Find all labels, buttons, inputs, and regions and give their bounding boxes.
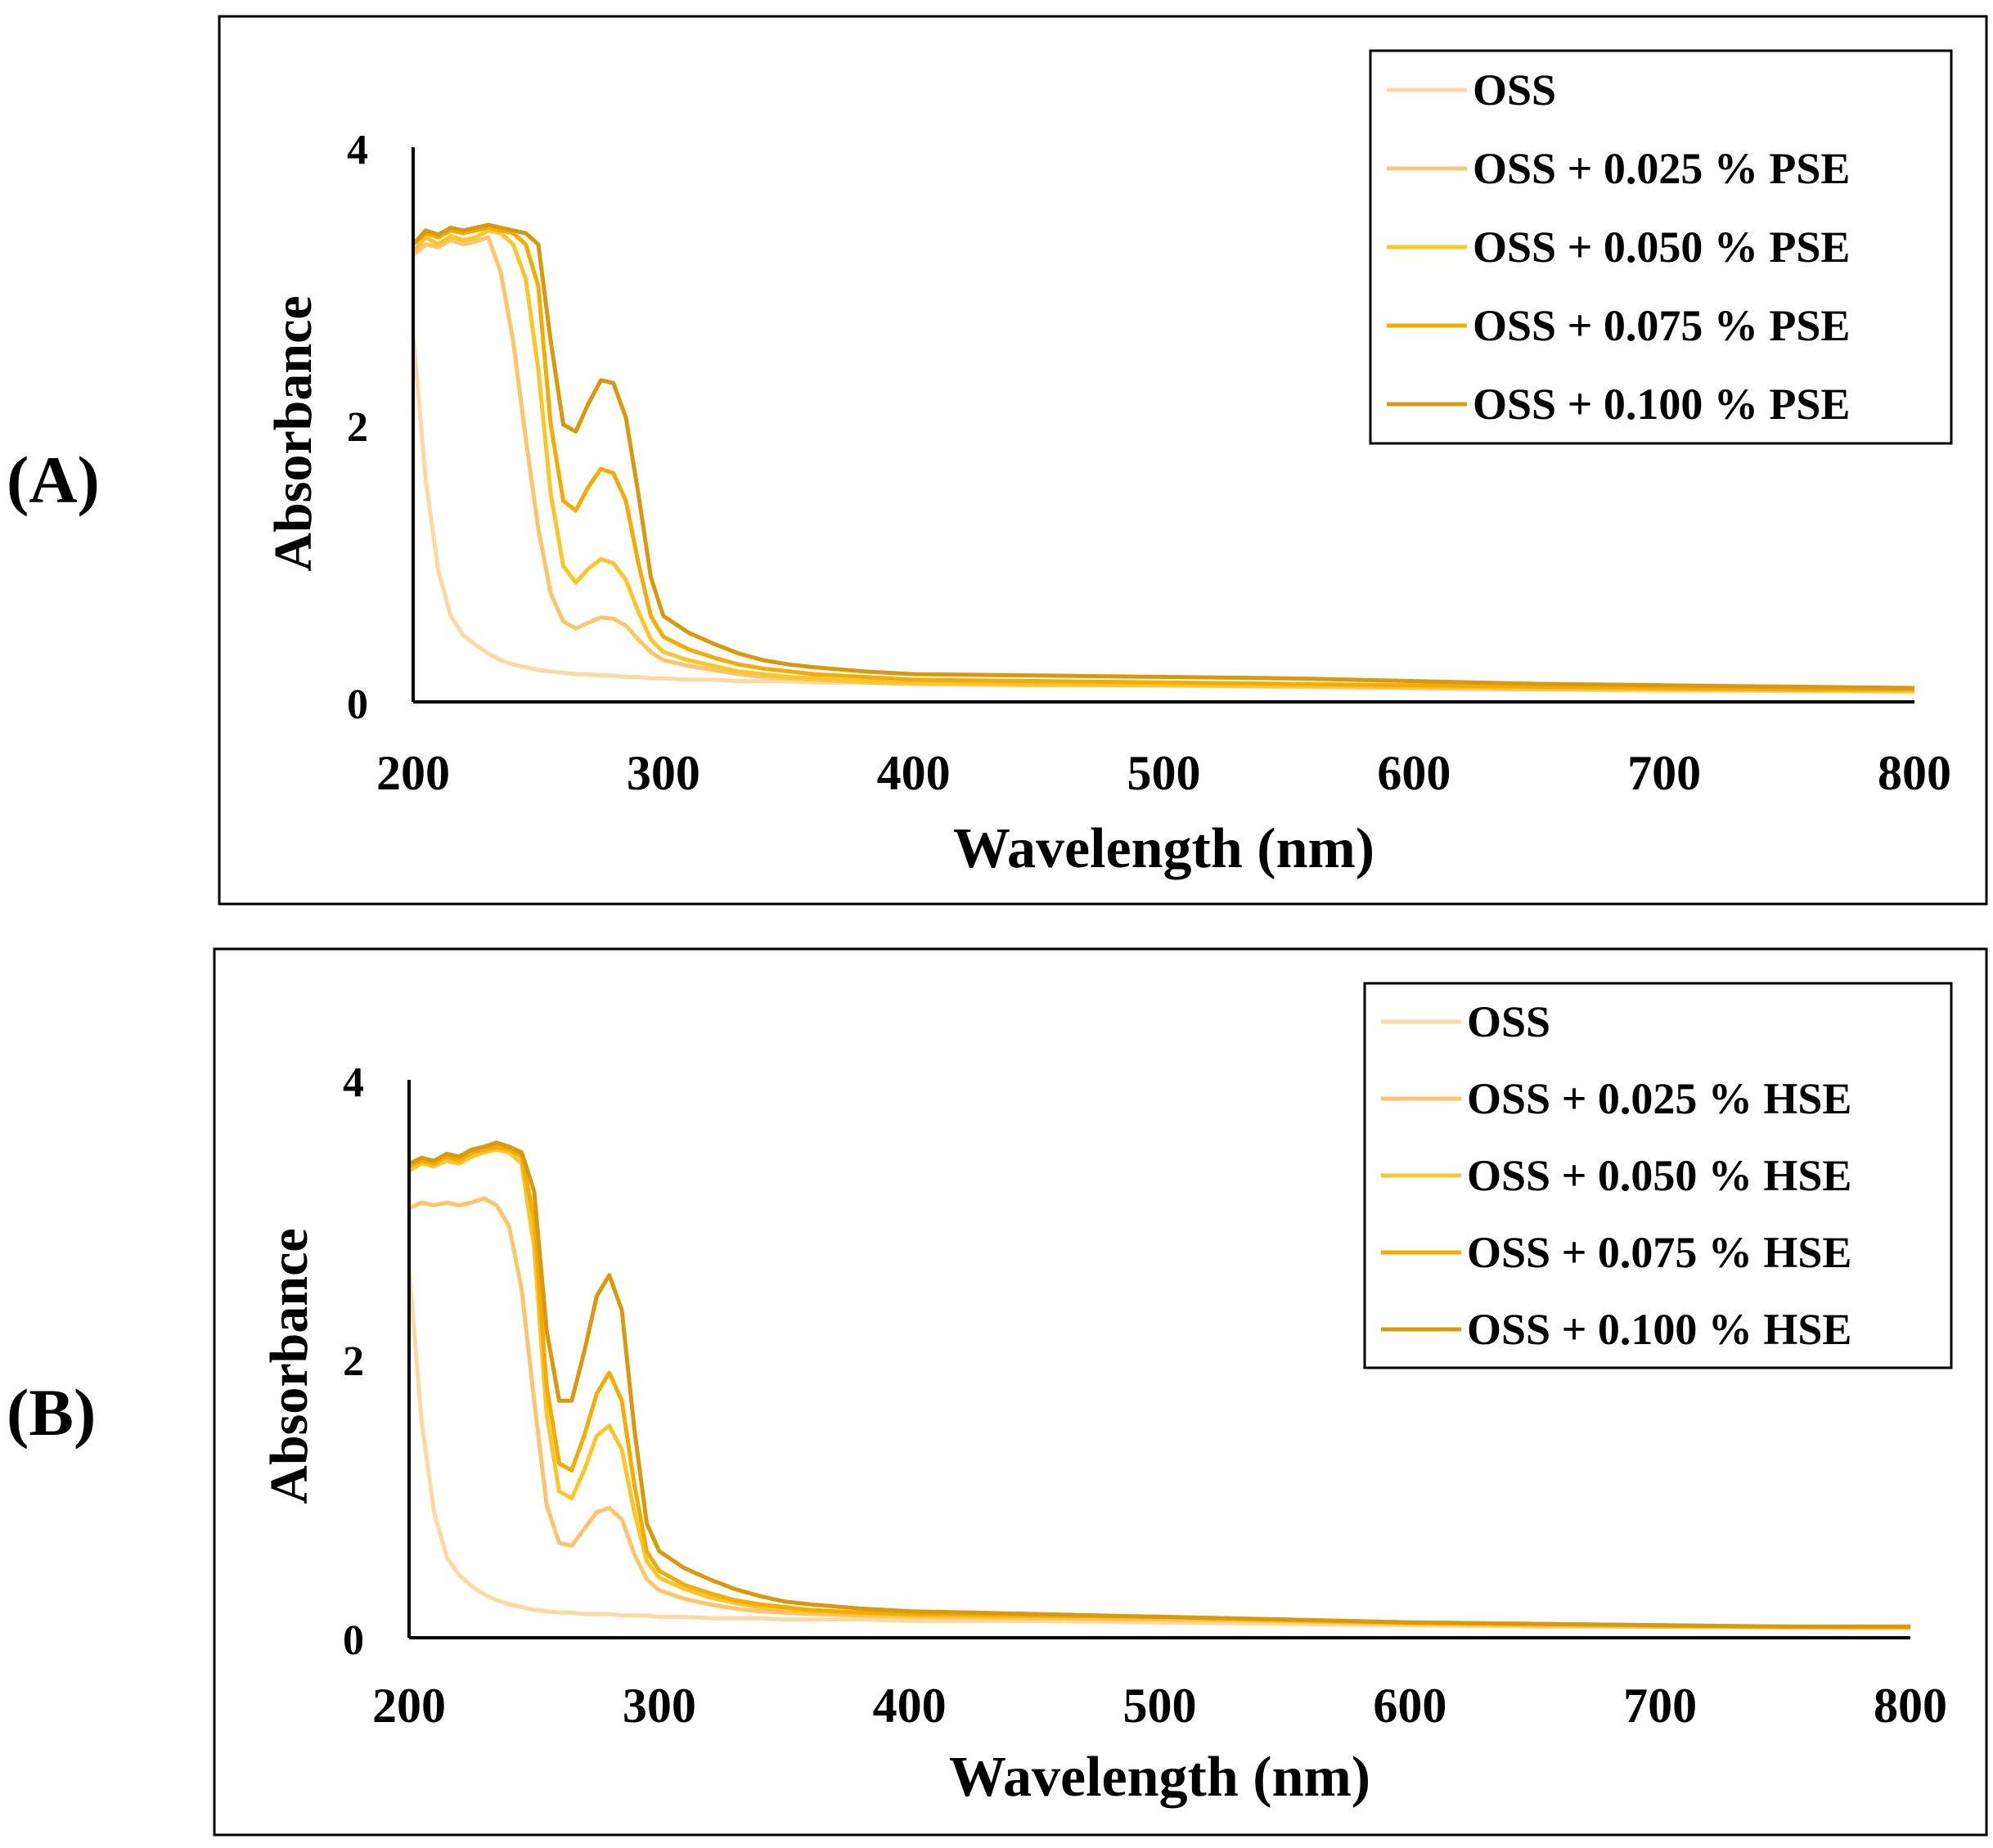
absorbance-chart-b: 200 300 400 500 600 700 800 0 2 4 Wavelength (nm) A… [213, 947, 1988, 1837]
legend-entry-1: OSS [1473, 65, 1556, 115]
y-axis-title: Absorbance [259, 1228, 319, 1504]
legend-entry-2: OSS + 0.025 % HSE [1467, 1074, 1851, 1123]
x-tick-label: 400 [873, 1679, 947, 1733]
x-tick-label: 600 [1373, 1679, 1446, 1733]
absorbance-chart-a: 200 300 400 500 600 700 800 0 2 4 Wavelength (nm) A… [218, 15, 1988, 906]
x-tick-label: 300 [623, 1679, 696, 1733]
legend-entry-3: OSS + 0.050 % PSE [1473, 223, 1850, 272]
legend-entry-5: OSS + 0.100 % HSE [1467, 1305, 1851, 1354]
x-tick-label: 500 [1127, 746, 1201, 800]
series-line-4 [412, 225, 1914, 692]
x-axis-title: Wavelength (nm) [953, 817, 1374, 880]
x-axis-title: Wavelength (nm) [949, 1746, 1370, 1809]
x-tick-label: 700 [1623, 1679, 1697, 1733]
y-tick-label: 4 [347, 127, 368, 173]
legend-entry-5: OSS + 0.100 % PSE [1473, 380, 1850, 429]
x-tick-label: 300 [627, 746, 700, 800]
legend-box [1369, 49, 1953, 445]
y-tick-label: 2 [347, 404, 368, 451]
series-line-1 [407, 1267, 1910, 1630]
legend-entry-4: OSS + 0.075 % PSE [1473, 301, 1850, 350]
legend-entry-3: OSS + 0.050 % HSE [1467, 1151, 1851, 1200]
legend-entry-1: OSS [1467, 997, 1550, 1046]
y-tick-label: 0 [343, 1617, 364, 1664]
x-tick-label: 200 [376, 746, 450, 800]
panel-label-b: (B) [7, 1375, 97, 1450]
x-tick-label: 800 [1874, 1679, 1947, 1733]
x-tick-label: 500 [1123, 1679, 1197, 1733]
y-tick-label: 0 [347, 681, 368, 728]
x-tick-label: 700 [1627, 746, 1701, 800]
legend-box [1363, 982, 1953, 1369]
y-axis-title: Absorbance [263, 295, 323, 571]
series-line-3 [412, 228, 1915, 693]
y-tick-label: 4 [343, 1059, 364, 1106]
x-tick-label: 600 [1377, 746, 1451, 800]
panel-label-a: (A) [7, 443, 100, 517]
y-tick-label: 2 [343, 1338, 364, 1385]
x-tick-label: 200 [372, 1679, 446, 1733]
x-tick-label: 400 [877, 746, 951, 800]
legend-entry-2: OSS + 0.025 % PSE [1473, 144, 1850, 193]
series-line-5 [407, 1140, 1910, 1629]
series-line-5 [412, 223, 1915, 690]
x-tick-label: 800 [1878, 746, 1951, 800]
legend-entry-4: OSS + 0.075 % HSE [1467, 1228, 1851, 1277]
